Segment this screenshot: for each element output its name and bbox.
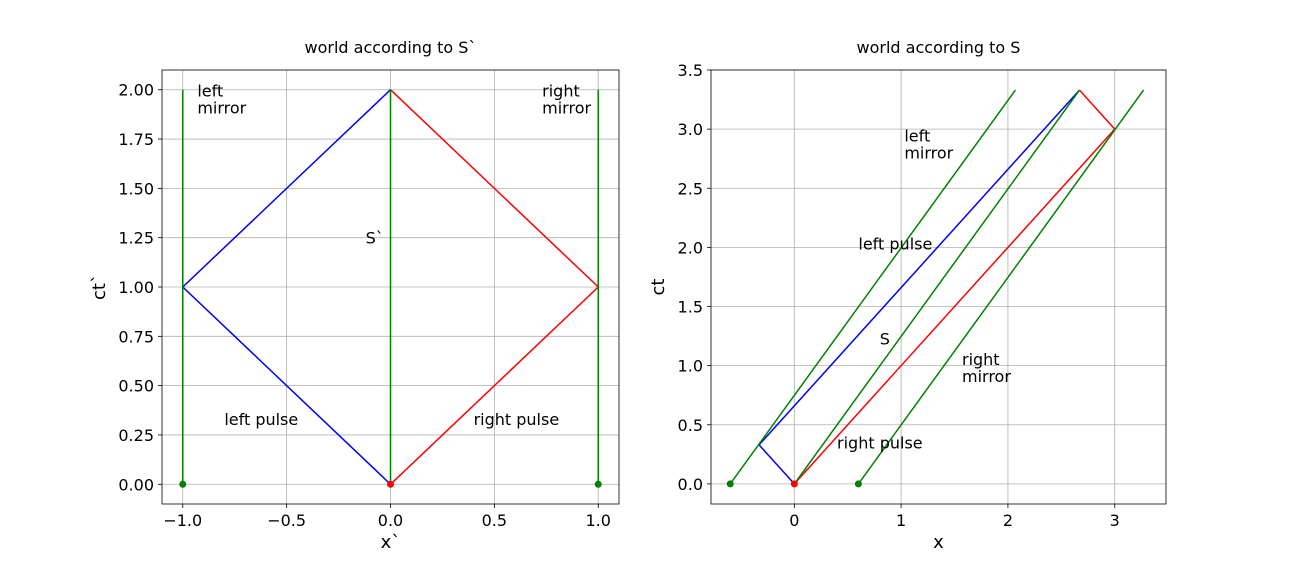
annotation: right mirror [542,81,591,117]
annotation: S [880,329,890,348]
x-tick-label: 0 [789,511,799,530]
y-tick-label: 3.0 [678,120,703,139]
y-tick-label: 2.00 [118,81,154,100]
x-tick-label: 1.0 [586,511,611,530]
chart-right-world-s: 0 1 2 3 0.0 0.5 1.0 1.5 2.0 2.5 3.0 3.5 world accord… [648,38,1167,553]
annotation-line: left pulse [858,235,932,254]
axes-frame [710,69,1167,505]
annotation-line: mirror [962,367,1011,386]
y-tick-label: 0.5 [678,416,703,435]
y-tick-label: 0.00 [118,475,154,494]
y-tick-label: 3.5 [678,61,703,80]
data-point [594,480,602,488]
annotation-line: mirror [197,98,246,117]
annotation: right pulse [474,410,560,429]
y-axis-label: ct` [89,274,110,300]
x-axis-label: x` [381,532,401,553]
annotation: left pulse [224,410,298,429]
data-point [790,480,798,488]
y-tick-label: 1.5 [678,298,703,317]
y-axis-label: ct [648,279,669,296]
y-tick-label: 0.75 [118,327,154,346]
x-axis-label: x [933,532,944,553]
chart-left-world-s-prime: −1.0 −0.5 0.0 0.5 1.0 0.00 0.25 0.50 0.75 1.00 1.2… [89,38,620,553]
x-tick-label: 0.5 [482,511,507,530]
chart-title: world according to S` [305,38,477,57]
y-tick-label: 1.00 [118,278,154,297]
y-tick-label: 1.0 [678,357,703,376]
x-tick-label: 2 [1003,511,1013,530]
x-tick-label: 0.0 [378,511,403,530]
annotation-line: left [904,127,930,146]
annotation-line: mirror [542,98,591,117]
annotation: left mirror [197,81,246,117]
x-tick-label: −0.5 [267,511,306,530]
x-tick-label: 3 [1110,511,1120,530]
y-tick-label: 1.25 [118,229,154,248]
annotation: S` [366,229,384,248]
annotation-line: left [197,81,223,100]
data-point [726,480,734,488]
annotation-line: right [962,350,1000,369]
annotation-line: left pulse [224,410,298,429]
y-tick-label: 1.50 [118,179,154,198]
annotation-line: right [542,81,580,100]
y-tick-label: 1.75 [118,130,154,149]
series-line [857,89,1145,485]
data-point [854,480,862,488]
annotation-line: S [880,329,890,348]
chart-title: world according to S [857,38,1021,57]
annotation-line: right pulse [837,433,923,452]
annotation: left pulse [858,235,932,254]
y-tick-label: 2.0 [678,238,703,257]
series-line [793,89,1081,485]
data-point [387,480,394,488]
annotation-line: mirror [904,144,953,163]
annotation: left mirror [904,127,953,163]
annotation-line: S` [366,229,384,248]
y-tick-label: 2.5 [678,179,703,198]
y-tick-label: 0.25 [118,426,154,445]
y-tick-label: 0.0 [678,475,703,494]
annotation-line: right pulse [474,410,560,429]
x-tick-label: −1.0 [163,511,202,530]
data-point [179,480,187,488]
y-tick-label: 0.50 [118,377,154,396]
series-line [729,89,1017,485]
annotation: right pulse [837,433,923,452]
annotation: right mirror [962,350,1011,386]
x-tick-label: 1 [896,511,906,530]
